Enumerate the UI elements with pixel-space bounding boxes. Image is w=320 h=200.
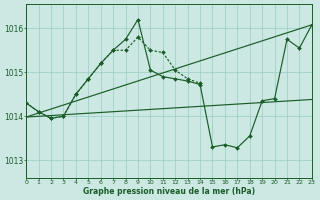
X-axis label: Graphe pression niveau de la mer (hPa): Graphe pression niveau de la mer (hPa) xyxy=(83,187,255,196)
